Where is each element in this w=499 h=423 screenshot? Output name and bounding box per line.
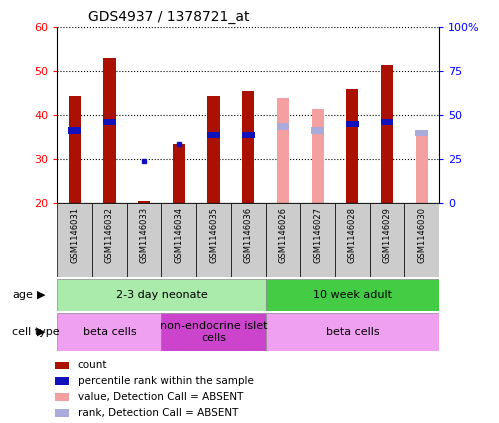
Bar — [173, 144, 185, 203]
Bar — [335, 203, 370, 277]
Bar — [55, 377, 69, 385]
Bar — [242, 132, 254, 138]
Bar — [265, 313, 439, 351]
Text: GSM1146031: GSM1146031 — [70, 207, 79, 263]
Bar — [346, 89, 358, 203]
Bar — [242, 91, 254, 203]
Text: GSM1146033: GSM1146033 — [140, 207, 149, 263]
Bar — [277, 98, 289, 203]
Bar — [381, 65, 393, 203]
Bar — [208, 96, 220, 203]
Text: 2-3 day neonate: 2-3 day neonate — [116, 290, 208, 300]
Bar — [162, 313, 265, 351]
Bar — [416, 133, 428, 203]
Text: GDS4937 / 1378721_at: GDS4937 / 1378721_at — [88, 10, 250, 24]
Bar — [162, 203, 196, 277]
Bar — [55, 362, 69, 369]
Bar — [300, 203, 335, 277]
Bar — [103, 118, 116, 125]
Text: rank, Detection Call = ABSENT: rank, Detection Call = ABSENT — [77, 408, 238, 418]
Text: count: count — [77, 360, 107, 371]
Text: cell type: cell type — [12, 327, 60, 337]
Bar — [311, 127, 324, 134]
Bar — [196, 203, 231, 277]
Bar — [231, 203, 265, 277]
Text: GSM1146032: GSM1146032 — [105, 207, 114, 263]
Bar — [138, 201, 150, 203]
Bar — [92, 203, 127, 277]
Bar — [68, 127, 81, 134]
Bar — [370, 203, 404, 277]
Text: 10 week adult: 10 week adult — [313, 290, 392, 300]
Bar — [265, 279, 439, 311]
Text: beta cells: beta cells — [83, 327, 136, 337]
Bar — [57, 203, 92, 277]
Text: GSM1146029: GSM1146029 — [383, 207, 392, 263]
Text: GSM1146034: GSM1146034 — [174, 207, 183, 263]
Text: GSM1146028: GSM1146028 — [348, 207, 357, 263]
Bar — [276, 123, 289, 129]
Text: GSM1146026: GSM1146026 — [278, 207, 287, 263]
Bar — [207, 132, 220, 138]
Text: age: age — [12, 290, 33, 300]
Text: ▶: ▶ — [37, 327, 46, 337]
Text: percentile rank within the sample: percentile rank within the sample — [77, 376, 253, 386]
Text: beta cells: beta cells — [325, 327, 379, 337]
Bar — [265, 203, 300, 277]
Bar — [55, 409, 69, 417]
Bar — [311, 109, 324, 203]
Text: GSM1146036: GSM1146036 — [244, 207, 253, 263]
Bar — [55, 393, 69, 401]
Text: ▶: ▶ — [37, 290, 46, 300]
Text: non-endocrine islet
cells: non-endocrine islet cells — [160, 321, 267, 343]
Bar — [57, 313, 162, 351]
Bar — [69, 96, 81, 203]
Bar — [346, 121, 359, 127]
Text: value, Detection Call = ABSENT: value, Detection Call = ABSENT — [77, 392, 243, 402]
Bar — [57, 279, 265, 311]
Text: GSM1146027: GSM1146027 — [313, 207, 322, 263]
Text: GSM1146030: GSM1146030 — [417, 207, 426, 263]
Bar — [103, 58, 115, 203]
Bar — [381, 118, 393, 125]
Bar — [415, 129, 428, 136]
Text: GSM1146035: GSM1146035 — [209, 207, 218, 263]
Bar — [127, 203, 162, 277]
Bar — [404, 203, 439, 277]
